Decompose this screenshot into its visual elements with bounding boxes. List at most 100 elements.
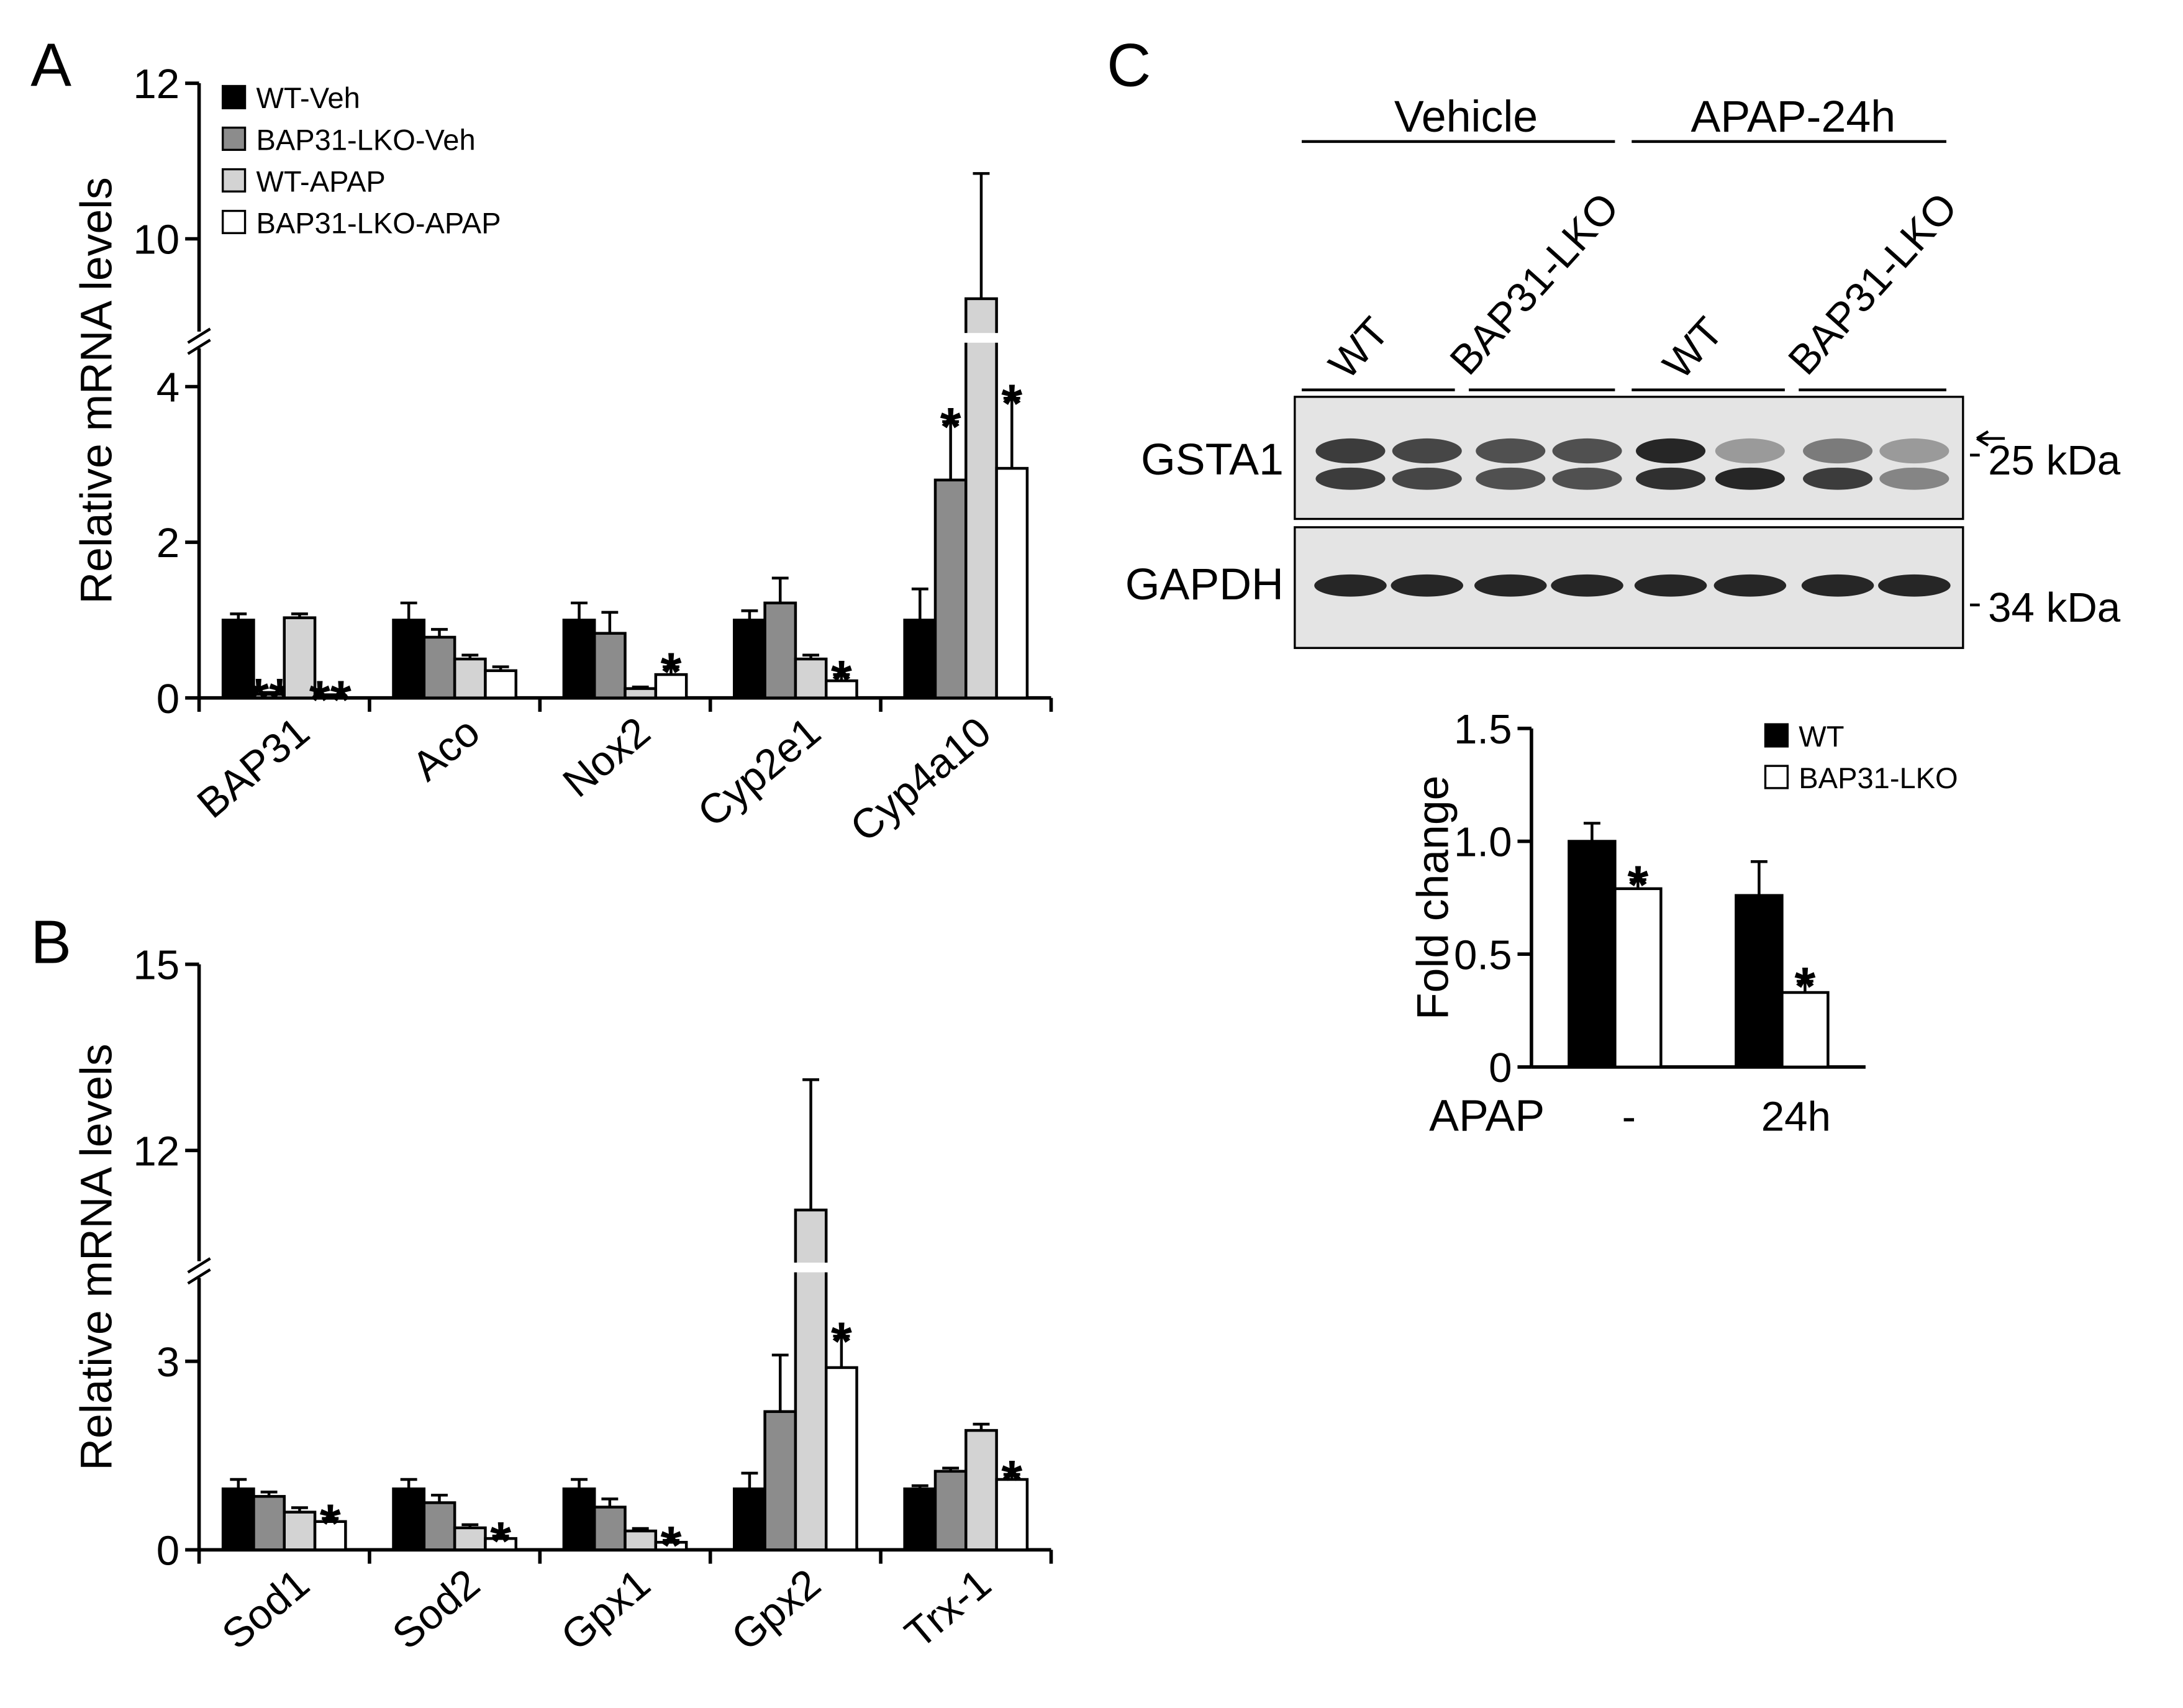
bar [794,1208,828,1551]
bar [392,619,426,699]
marker-label: 34 kDa [1988,584,2121,631]
x-tick-label: 24h [1761,1094,1831,1140]
bar [794,657,828,699]
band [1715,467,1785,490]
significance: * [831,650,852,710]
bar [654,673,688,699]
bar [903,1487,937,1551]
bar [995,466,1029,699]
y-tick-label: 0 [1489,1045,1512,1091]
y-tick-label: 10 [133,217,179,263]
bar [484,1537,518,1551]
bar [252,1495,286,1551]
y-axis-label: Relative mRNA levels [71,177,121,604]
band [1713,574,1787,597]
panel-label: A [30,31,71,99]
band [1879,438,1949,464]
bar [313,1520,347,1551]
y-tick-label: 0 [157,1528,179,1574]
bar [824,679,858,699]
legend-label: BAP31-LKO [1799,761,1958,794]
bar [283,616,317,699]
break-gap [963,333,1000,343]
significance: * [1001,373,1022,434]
bar [562,619,596,699]
y-tick-label: 3 [157,1339,179,1386]
bar [933,1470,968,1551]
band [1392,467,1462,490]
y-tick-label: 12 [133,61,179,107]
bar [453,1526,487,1551]
band [1715,438,1785,464]
y-tick-label: 4 [157,365,179,411]
y-tick-label: 12 [133,1129,179,1175]
legend-label: WT-Veh [256,81,360,114]
band [1391,574,1464,597]
legend-label: BAP31-LKO-APAP [256,206,501,239]
bar [283,1510,317,1551]
significance: * [940,397,961,457]
bar [313,694,347,699]
y-tick-label: 15 [133,942,179,989]
axis-break [187,327,211,355]
band [1634,574,1707,597]
bar [453,657,487,699]
bar [763,601,797,699]
bar [1613,887,1663,1069]
x-tick-label: - [1622,1094,1636,1140]
blot-group: APAP-24h [1691,92,1896,142]
band [1474,574,1547,597]
panel-label: B [30,908,71,976]
band [1636,467,1706,490]
significance: * [660,1515,681,1576]
legend-swatch [221,126,247,151]
y-axis-label: Relative mRNA levels [71,1043,121,1470]
x-axis-label: APAP [1429,1091,1545,1141]
legend-swatch [1764,723,1789,748]
bar [624,687,658,699]
y-tick-label: 0.5 [1454,932,1512,978]
blot-row-label: GAPDH [1125,560,1284,609]
legend-label: WT [1799,720,1844,753]
bar [964,1429,998,1551]
bar [562,1487,596,1551]
bar [592,1506,627,1551]
significance: * [1794,956,1815,1017]
bar [484,669,518,699]
bar [1735,894,1784,1069]
marker-label: 25 kDa [1988,437,2121,484]
band [1315,438,1386,464]
legend-label: WT-APAP [256,165,385,198]
bar [654,1540,688,1551]
legend-swatch [221,168,247,193]
break-gap [792,1262,829,1273]
bar [422,635,456,699]
significance: * [490,1511,511,1571]
band [1392,438,1462,464]
bands [1314,438,1951,597]
band [1552,467,1622,490]
significance: * [1001,1450,1022,1510]
band [1476,467,1546,490]
bar [733,619,766,699]
y-tick-label: 0 [157,676,179,722]
axis-break [187,1257,211,1285]
bar [1781,991,1830,1069]
significance: ** [309,670,352,730]
bar [824,1366,858,1551]
legend-label: BAP31-LKO-Veh [256,123,475,156]
bar [221,619,255,699]
significance: * [1627,855,1648,915]
legend-swatch [1764,765,1789,789]
bar [422,1501,456,1551]
y-tick-label: 1.0 [1454,819,1512,866]
significance: * [660,642,681,702]
bar [763,1410,797,1551]
significance: * [831,1311,852,1371]
y-tick-label: 2 [157,520,179,566]
panel-label: C [1107,31,1151,99]
band [1315,467,1386,490]
bar [221,1487,255,1551]
band [1636,438,1706,464]
